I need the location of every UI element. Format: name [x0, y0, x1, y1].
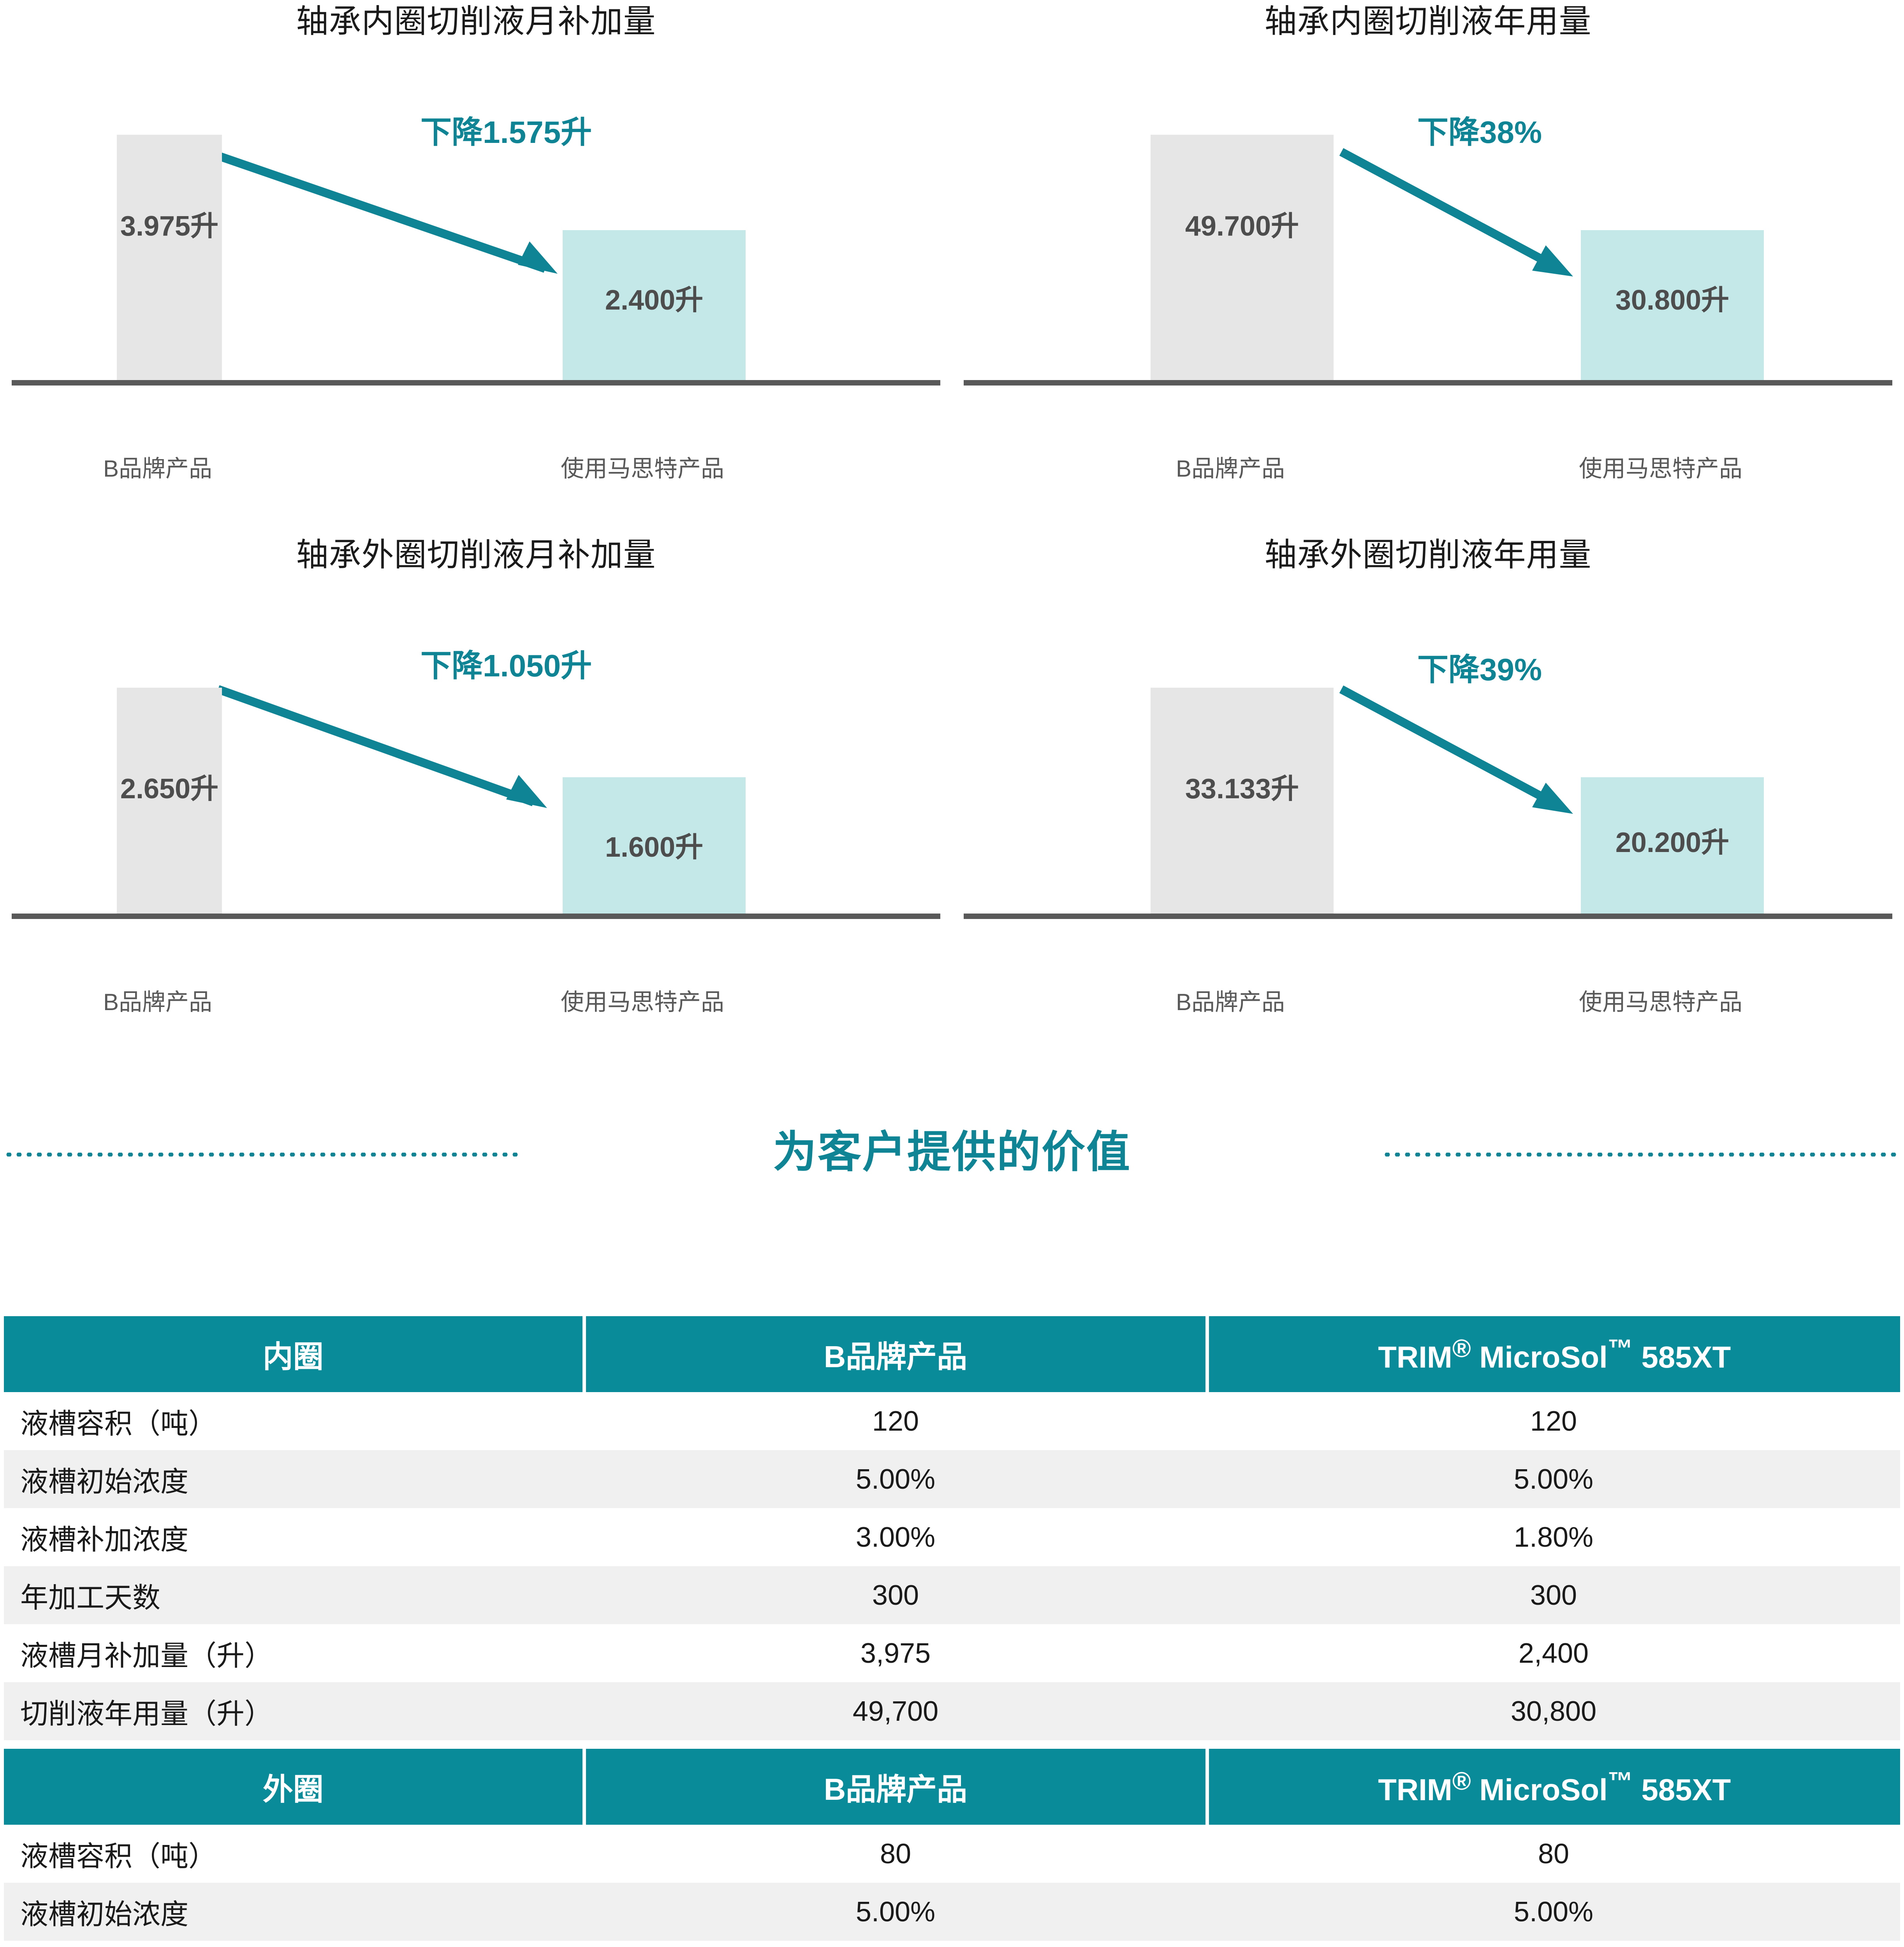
- chart-title: 轴承内圈切削液年用量: [1264, 3, 1592, 39]
- cell-trim: 30,800: [1207, 1682, 1900, 1740]
- header-cell-category: 内圈: [4, 1316, 586, 1392]
- table-row: 液槽容积（吨） 80 80: [4, 1825, 1900, 1883]
- inner-ring-table: 内圈 B品牌产品 TRIM® MicroSol™ 585XT 液槽容积（吨） 1…: [4, 1316, 1900, 1740]
- section-title: 为客户提供的价值: [773, 1128, 1131, 1176]
- header-cell-brand-b: B品牌产品: [584, 1316, 1209, 1392]
- bar-value-label: 2.400升: [605, 285, 704, 316]
- delta-label: 下降39%: [1417, 652, 1542, 687]
- cell-trim: 80: [1207, 1825, 1900, 1883]
- row-label: 液槽补加浓度: [4, 1508, 584, 1566]
- delta-label: 下降1.575升: [421, 115, 592, 150]
- plot-area: 33.133升 20.200升: [964, 584, 1892, 919]
- bar-brand-b: 2.650升: [117, 688, 222, 914]
- bar-brand-b: 33.133升: [1151, 688, 1334, 914]
- bar-master-fluid: 2.400升: [563, 230, 746, 380]
- cell-brand-b: 120: [584, 1392, 1207, 1450]
- chart-title: 轴承内圈切削液月补加量: [296, 3, 656, 39]
- category-label-brand-b: B品牌产品: [103, 989, 213, 1015]
- row-label: 液槽初始浓度: [4, 1450, 584, 1508]
- bar-value-label: 20.200升: [1615, 827, 1730, 858]
- table-header-row: 内圈 B品牌产品 TRIM® MicroSol™ 585XT: [4, 1316, 1900, 1392]
- cell-trim: 5.00%: [1207, 1883, 1900, 1941]
- category-label-brand-b: B品牌产品: [103, 456, 213, 482]
- chart-outer-ring-annual: 轴承外圈切削液年用量 下降39% 33.133升 20.200升 B品牌产品 使…: [952, 533, 1904, 1067]
- category-label-master-fluid: 使用马思特产品: [561, 989, 724, 1015]
- row-label: 液槽补加浓度: [4, 1941, 584, 1947]
- category-label-master-fluid: 使用马思特产品: [1579, 989, 1742, 1015]
- category-label-master-fluid: 使用马思特产品: [1579, 456, 1742, 482]
- cell-brand-b: 80: [584, 1825, 1207, 1883]
- plot-area: 2.650升 1.600升: [12, 584, 940, 919]
- bar-master-fluid: 1.600升: [563, 777, 746, 914]
- cell-brand-b: 3,975: [584, 1624, 1207, 1682]
- header-cell-trim-product: TRIM® MicroSol™ 585XT: [1207, 1749, 1900, 1825]
- cell-trim: 2,400: [1207, 1624, 1900, 1682]
- chart-inner-ring-annual: 轴承内圈切削液年用量 下降38% 49.700升 30.800升 B品牌产品 使…: [952, 0, 1904, 533]
- chart-baseline: [12, 380, 940, 386]
- chart-title: 轴承外圈切削液月补加量: [296, 537, 656, 573]
- value-tables: 内圈 B品牌产品 TRIM® MicroSol™ 585XT 液槽容积（吨） 1…: [4, 1316, 1900, 1947]
- dotted-divider-right: [1382, 1153, 1900, 1157]
- bar-value-label: 2.650升: [120, 773, 219, 805]
- delta-label: 下降38%: [1417, 115, 1542, 150]
- header-cell-category: 外圈: [4, 1749, 586, 1825]
- table-separator: [4, 1740, 1900, 1749]
- cell-brand-b: 5.00%: [584, 1450, 1207, 1508]
- cell-trim: 1.80%: [1207, 1941, 1900, 1947]
- category-label-master-fluid: 使用马思特产品: [561, 456, 724, 482]
- bar-value-label: 3.975升: [120, 211, 219, 242]
- table-row: 液槽补加浓度 3.00% 1.80%: [4, 1941, 1900, 1947]
- bar-value-label: 1.600升: [605, 832, 704, 863]
- row-label: 液槽容积（吨）: [4, 1825, 584, 1883]
- bar-value-label: 49.700升: [1185, 211, 1299, 242]
- bar-value-label: 33.133升: [1185, 773, 1299, 805]
- cell-brand-b: 3.00%: [584, 1508, 1207, 1566]
- cell-brand-b: 3.00%: [584, 1941, 1207, 1947]
- plot-area: 3.975升 2.400升: [12, 51, 940, 386]
- delta-label: 下降1.050升: [421, 648, 592, 683]
- category-label-brand-b: B品牌产品: [1175, 456, 1285, 482]
- table-row: 切削液年用量（升） 49,700 30,800: [4, 1682, 1900, 1740]
- cell-trim: 1.80%: [1207, 1508, 1900, 1566]
- row-label: 切削液年用量（升）: [4, 1682, 584, 1740]
- cell-trim: 120: [1207, 1392, 1900, 1450]
- row-label: 液槽初始浓度: [4, 1883, 584, 1941]
- table-header-row: 外圈 B品牌产品 TRIM® MicroSol™ 585XT: [4, 1749, 1900, 1825]
- bar-master-fluid: 20.200升: [1581, 777, 1764, 914]
- row-label: 年加工天数: [4, 1566, 584, 1624]
- bar-brand-b: 3.975升: [117, 135, 222, 380]
- chart-baseline: [12, 914, 940, 919]
- chart-outer-ring-monthly: 轴承外圈切削液月补加量 下降1.050升 2.650升 1.600升 B品牌产品…: [0, 533, 952, 1067]
- cell-trim: 5.00%: [1207, 1450, 1900, 1508]
- bar-brand-b: 49.700升: [1151, 135, 1334, 380]
- cell-brand-b: 5.00%: [584, 1883, 1207, 1941]
- table-row: 液槽月补加量（升） 3,975 2,400: [4, 1624, 1900, 1682]
- header-cell-brand-b: B品牌产品: [584, 1749, 1209, 1825]
- table-row: 年加工天数 300 300: [4, 1566, 1900, 1624]
- cell-brand-b: 300: [584, 1566, 1207, 1624]
- chart-inner-ring-monthly: 轴承内圈切削液月补加量 下降1.575升 3.975升 2.400升 B品牌产品…: [0, 0, 952, 533]
- row-label: 液槽月补加量（升）: [4, 1624, 584, 1682]
- table-row: 液槽补加浓度 3.00% 1.80%: [4, 1508, 1900, 1566]
- section-heading: 为客户提供的价值: [0, 1106, 1904, 1207]
- dotted-divider-left: [4, 1153, 522, 1157]
- chart-title: 轴承外圈切削液年用量: [1264, 537, 1592, 573]
- table-row: 液槽初始浓度 5.00% 5.00%: [4, 1883, 1900, 1941]
- chart-baseline: [964, 914, 1892, 919]
- row-label: 液槽容积（吨）: [4, 1392, 584, 1450]
- header-cell-trim-product: TRIM® MicroSol™ 585XT: [1207, 1316, 1900, 1392]
- table-row: 液槽容积（吨） 120 120: [4, 1392, 1900, 1450]
- table-row: 液槽初始浓度 5.00% 5.00%: [4, 1450, 1900, 1508]
- bar-value-label: 30.800升: [1615, 285, 1730, 316]
- plot-area: 49.700升 30.800升: [964, 51, 1892, 386]
- chart-baseline: [964, 380, 1892, 386]
- cell-brand-b: 49,700: [584, 1682, 1207, 1740]
- outer-ring-table: 外圈 B品牌产品 TRIM® MicroSol™ 585XT 液槽容积（吨） 8…: [4, 1749, 1900, 1947]
- cell-trim: 300: [1207, 1566, 1900, 1624]
- category-label-brand-b: B品牌产品: [1175, 989, 1285, 1015]
- charts-area: 轴承内圈切削液月补加量 下降1.575升 3.975升 2.400升 B品牌产品…: [0, 0, 1904, 1067]
- bar-master-fluid: 30.800升: [1581, 230, 1764, 380]
